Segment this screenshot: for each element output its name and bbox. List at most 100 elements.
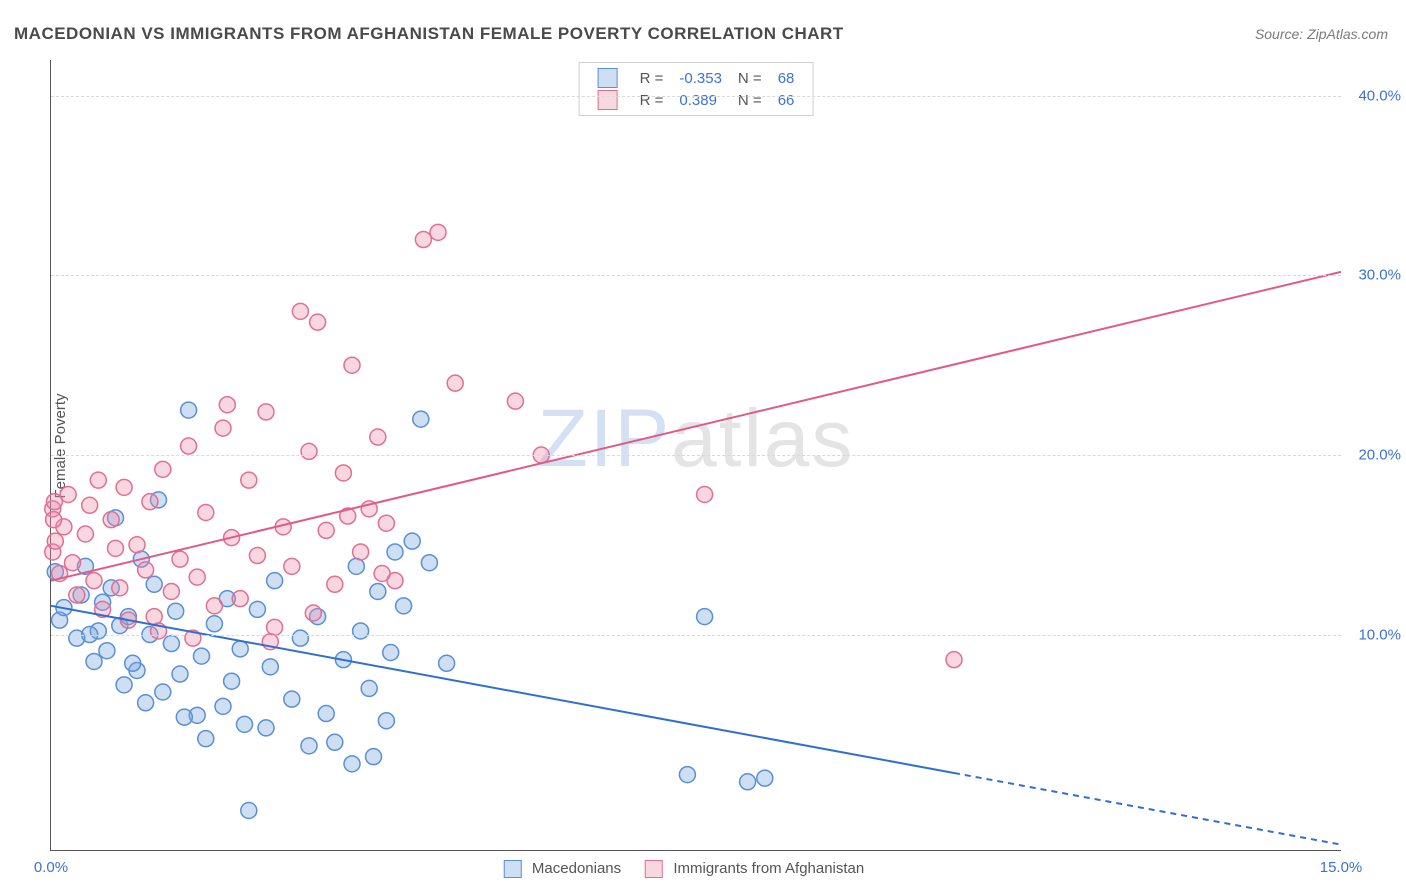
data-point xyxy=(181,402,197,418)
data-point xyxy=(396,598,412,614)
data-point xyxy=(155,684,171,700)
data-point xyxy=(172,551,188,567)
stats-n-value: 68 xyxy=(770,67,803,89)
data-point xyxy=(344,357,360,373)
data-point xyxy=(374,566,390,582)
data-point xyxy=(46,494,62,510)
data-point xyxy=(181,438,197,454)
data-point xyxy=(335,465,351,481)
data-point xyxy=(155,461,171,477)
data-point xyxy=(142,494,158,510)
stats-n-label: N = xyxy=(730,89,770,111)
data-point xyxy=(146,609,162,625)
stats-legend-row: R =0.389N =66 xyxy=(590,89,803,111)
x-tick-label: 0.0% xyxy=(34,859,68,876)
data-point xyxy=(679,767,695,783)
data-point xyxy=(86,573,102,589)
data-point xyxy=(172,666,188,682)
data-point xyxy=(318,522,334,538)
data-point xyxy=(215,698,231,714)
data-point xyxy=(697,487,713,503)
data-point xyxy=(116,479,132,495)
data-point xyxy=(413,411,429,427)
source-label: Source: xyxy=(1255,26,1303,42)
data-point xyxy=(232,591,248,607)
data-point xyxy=(361,680,377,696)
gridline xyxy=(51,635,1341,636)
data-point xyxy=(86,653,102,669)
legend-swatch xyxy=(504,860,522,878)
stats-r-value: 0.389 xyxy=(671,89,730,111)
data-point xyxy=(241,472,257,488)
data-point xyxy=(198,504,214,520)
data-point xyxy=(168,603,184,619)
data-point xyxy=(697,609,713,625)
data-point xyxy=(138,562,154,578)
data-point xyxy=(284,558,300,574)
y-tick-label: 40.0% xyxy=(1346,87,1401,104)
data-point xyxy=(292,303,308,319)
gridline xyxy=(51,455,1341,456)
data-point xyxy=(292,630,308,646)
data-point xyxy=(415,232,431,248)
stats-r-value: -0.353 xyxy=(671,67,730,89)
data-point xyxy=(77,526,93,542)
data-point xyxy=(267,573,283,589)
data-point xyxy=(447,375,463,391)
data-point xyxy=(348,558,364,574)
data-point xyxy=(163,636,179,652)
data-point xyxy=(344,756,360,772)
legend-label: Immigrants from Afghanistan xyxy=(673,860,864,877)
data-point xyxy=(224,673,240,689)
data-point xyxy=(378,515,394,531)
gridline xyxy=(51,275,1341,276)
data-point xyxy=(258,720,274,736)
data-point xyxy=(129,537,145,553)
data-point xyxy=(249,548,265,564)
data-point xyxy=(249,601,265,617)
chart-title: MACEDONIAN VS IMMIGRANTS FROM AFGHANISTA… xyxy=(14,24,844,44)
data-point xyxy=(206,598,222,614)
data-point xyxy=(310,314,326,330)
data-point xyxy=(237,716,253,732)
stats-r-label: R = xyxy=(632,67,672,89)
data-point xyxy=(421,555,437,571)
plot-area: ZIPatlas R =-0.353N =68R =0.389N =66 Mac… xyxy=(50,60,1341,851)
data-point xyxy=(138,695,154,711)
legend-item: Macedonians xyxy=(504,860,621,877)
stats-legend: R =-0.353N =68R =0.389N =66 xyxy=(579,62,814,116)
data-point xyxy=(189,569,205,585)
stats-n-label: N = xyxy=(730,67,770,89)
data-point xyxy=(301,738,317,754)
data-point xyxy=(366,749,382,765)
legend-label: Macedonians xyxy=(532,860,621,877)
data-point xyxy=(108,540,124,556)
legend-swatch xyxy=(645,860,663,878)
data-point xyxy=(757,770,773,786)
data-point xyxy=(740,774,756,790)
stats-r-label: R = xyxy=(632,89,672,111)
data-point xyxy=(99,643,115,659)
data-point xyxy=(327,576,343,592)
data-point xyxy=(439,655,455,671)
y-tick-label: 30.0% xyxy=(1346,267,1401,284)
data-point xyxy=(65,555,81,571)
data-point xyxy=(194,648,210,664)
data-point xyxy=(82,497,98,513)
data-point xyxy=(507,393,523,409)
source-credit: Source: ZipAtlas.com xyxy=(1255,26,1388,42)
data-point xyxy=(103,512,119,528)
data-point xyxy=(258,404,274,420)
data-point xyxy=(301,443,317,459)
data-point xyxy=(284,691,300,707)
data-point xyxy=(387,544,403,560)
data-point xyxy=(232,641,248,657)
data-point xyxy=(90,472,106,488)
data-point xyxy=(370,429,386,445)
stats-n-value: 66 xyxy=(770,89,803,111)
data-point xyxy=(215,420,231,436)
data-point xyxy=(146,576,162,592)
data-point xyxy=(176,709,192,725)
data-point xyxy=(353,544,369,560)
data-point xyxy=(47,533,63,549)
